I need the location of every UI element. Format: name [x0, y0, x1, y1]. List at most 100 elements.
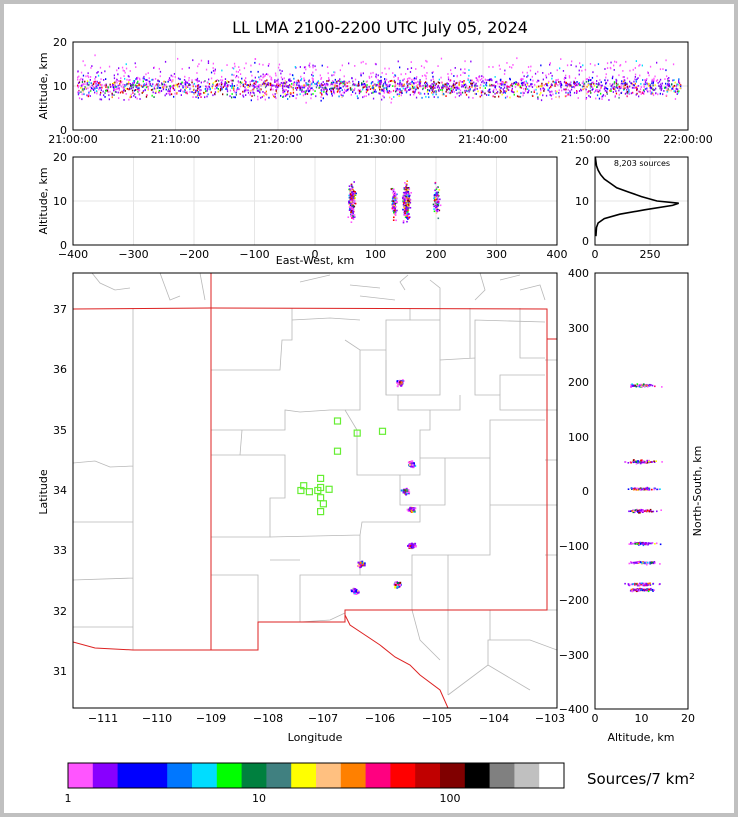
source-point: [522, 78, 524, 80]
source-point: [485, 84, 488, 87]
source-point: [252, 88, 255, 91]
source-point: [130, 85, 132, 88]
source-point: [571, 60, 573, 63]
source-point: [642, 488, 645, 490]
source-point: [405, 191, 407, 194]
source-point: [123, 99, 125, 101]
source-point: [275, 74, 277, 77]
source-point: [624, 92, 627, 95]
source-point: [194, 91, 197, 94]
source-point: [355, 192, 357, 195]
source-point: [380, 76, 382, 78]
source-point: [483, 81, 485, 84]
source-point: [158, 91, 160, 94]
source-point: [220, 83, 223, 86]
source-point: [646, 583, 648, 585]
source-point: [653, 589, 655, 591]
source-point: [523, 75, 525, 78]
source-point: [635, 60, 637, 62]
source-point: [434, 192, 437, 194]
source-point: [172, 79, 174, 81]
source-point: [425, 85, 427, 88]
source-point: [589, 89, 591, 92]
source-point: [330, 87, 332, 90]
source-point: [333, 92, 336, 95]
source-point: [351, 211, 354, 214]
source-point: [596, 86, 599, 88]
source-point: [176, 92, 178, 94]
source-point: [649, 562, 651, 565]
source-point: [301, 86, 303, 89]
source-point: [597, 89, 599, 91]
source-point: [353, 205, 356, 208]
source-point: [476, 88, 478, 90]
source-point: [408, 206, 410, 208]
source-point: [589, 96, 591, 98]
source-point: [309, 66, 311, 68]
source-point: [328, 78, 330, 81]
source-point: [659, 488, 661, 490]
source-point: [138, 77, 141, 80]
source-point: [365, 62, 367, 65]
source-point: [453, 90, 455, 93]
source-point: [468, 96, 470, 99]
source-point: [650, 92, 652, 95]
source-point: [440, 57, 443, 60]
source-point: [610, 90, 612, 92]
source-point: [351, 77, 353, 79]
source-point: [438, 189, 441, 191]
source-point: [145, 82, 148, 84]
source-point: [382, 90, 385, 93]
source-point: [630, 543, 632, 545]
source-point: [95, 85, 97, 88]
source-point: [403, 83, 405, 86]
source-point: [257, 85, 259, 88]
source-point: [300, 86, 303, 89]
source-point: [576, 92, 578, 94]
source-point: [185, 86, 187, 88]
source-point: [394, 82, 396, 85]
source-point: [479, 86, 481, 89]
source-point: [393, 76, 395, 78]
source-point: [513, 81, 516, 84]
source-point: [433, 96, 435, 98]
source-point: [214, 87, 216, 90]
source-point: [224, 83, 226, 85]
source-point: [85, 87, 87, 90]
source-point: [347, 216, 350, 218]
source-point: [460, 68, 462, 71]
map-lat-tick: 31: [53, 665, 67, 678]
north-south-panel: −400 −300 −200 −100 0 100 200 300 400 0 …: [559, 267, 704, 744]
source-point: [100, 89, 102, 91]
source-point: [406, 81, 408, 83]
source-point: [499, 79, 502, 82]
source-point: [598, 90, 600, 93]
source-point: [394, 212, 396, 215]
source-point: [412, 509, 415, 512]
colorbar-swatch: [117, 763, 143, 788]
source-point: [405, 198, 407, 201]
source-point: [435, 212, 438, 214]
source-point: [129, 87, 131, 90]
source-point: [180, 83, 182, 86]
source-point: [628, 584, 631, 587]
source-point: [138, 87, 140, 90]
source-point: [509, 66, 511, 68]
source-point: [565, 91, 567, 94]
source-point: [101, 86, 103, 89]
source-point: [119, 83, 121, 86]
source-point: [653, 89, 655, 91]
source-point: [112, 83, 114, 85]
source-point: [405, 200, 407, 203]
source-point: [629, 510, 632, 512]
source-point: [653, 77, 655, 80]
lma-station-marker: [378, 427, 387, 435]
source-point: [325, 92, 327, 95]
colorbar-swatch: [167, 763, 193, 788]
source-point: [364, 83, 366, 86]
source-point: [516, 83, 518, 86]
source-point: [336, 85, 338, 87]
source-point: [430, 84, 432, 87]
source-point: [321, 93, 323, 96]
source-point: [353, 194, 356, 197]
